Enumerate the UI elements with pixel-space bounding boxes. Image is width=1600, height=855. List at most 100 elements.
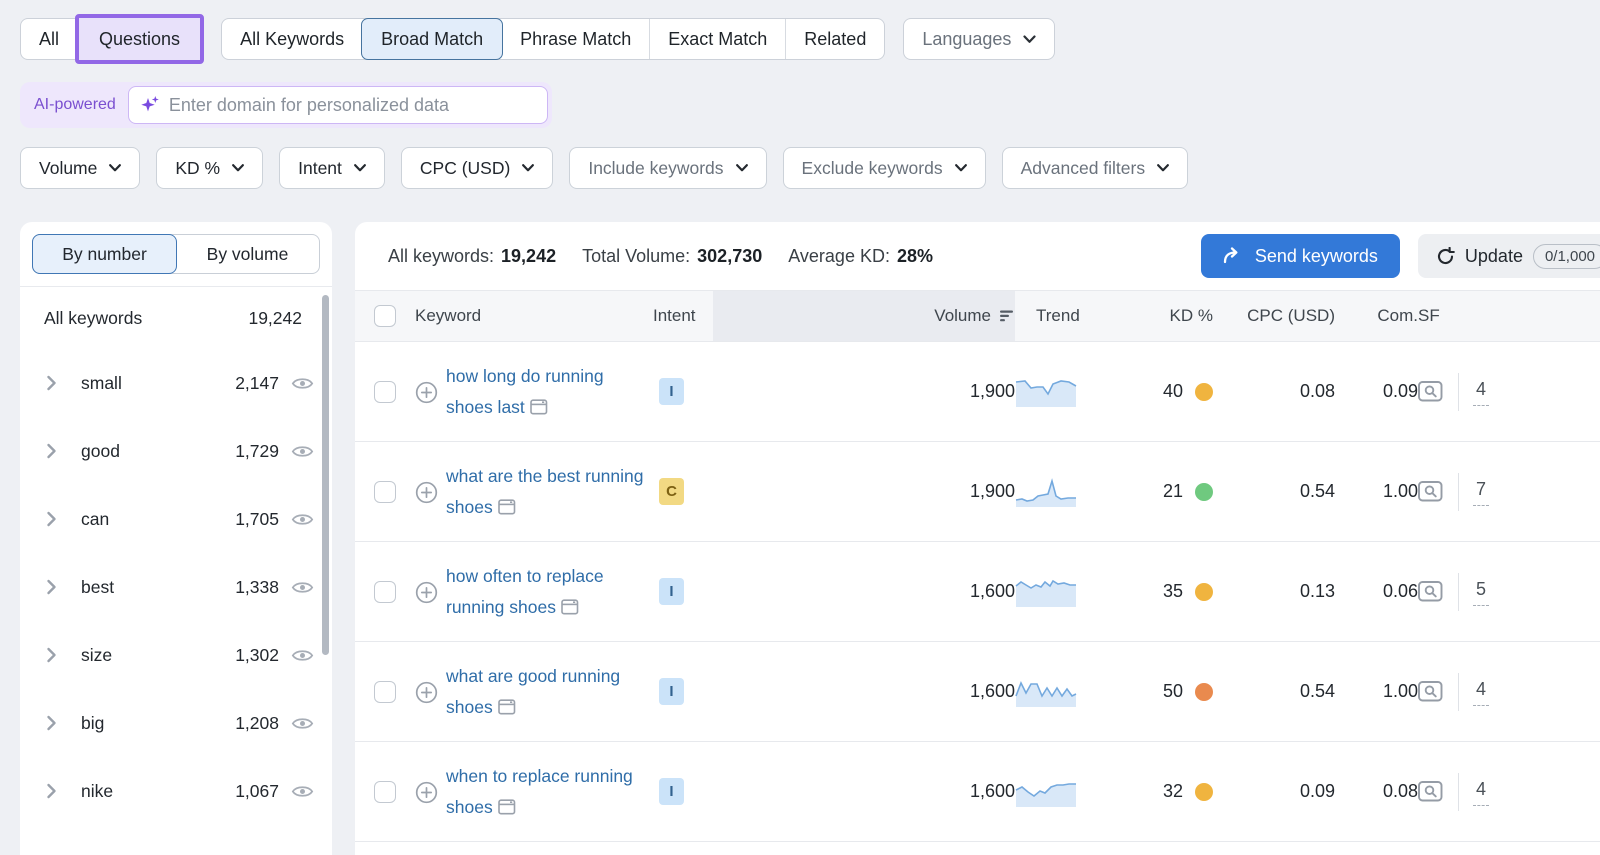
add-to-list-icon[interactable] [415,581,438,604]
add-to-list-icon[interactable] [415,381,438,404]
expand-chevron-icon[interactable] [46,511,57,527]
expand-chevron-icon[interactable] [46,715,57,731]
serp-preview-icon[interactable] [1418,581,1443,602]
sf-count[interactable]: 4 [1473,777,1490,806]
intent-badge[interactable]: C [659,478,684,505]
keyword-groups-sidebar: By number By volume All keywords 19,242 … [20,222,332,855]
serp-page-icon[interactable] [497,798,516,815]
eye-icon[interactable] [291,648,314,663]
serp-page-icon[interactable] [497,698,516,715]
send-keywords-button[interactable]: Send keywords [1200,234,1400,278]
expand-chevron-icon[interactable] [46,783,57,799]
chevron-down-icon [354,164,366,172]
tab-all[interactable]: All [21,19,77,59]
tab-all-keywords[interactable]: All Keywords [222,19,362,59]
column-header-intent[interactable]: Intent [653,306,696,325]
expand-chevron-icon[interactable] [46,443,57,459]
sidebar-scrollbar[interactable] [322,295,329,655]
sidebar-all-keywords-row[interactable]: All keywords 19,242 [20,287,332,349]
serp-preview-icon[interactable] [1418,681,1443,702]
filter-exclude-keywords[interactable]: Exclude keywords [782,147,986,189]
sf-count[interactable]: 7 [1473,477,1490,506]
eye-icon[interactable] [291,376,314,391]
column-header-com[interactable]: Com. [1377,306,1418,325]
filter-advanced[interactable]: Advanced filters [1001,147,1189,189]
update-button[interactable]: Update 0/1,000 [1417,234,1600,278]
tab-related[interactable]: Related [785,19,884,59]
expand-chevron-icon[interactable] [46,647,57,663]
group-term: nike [81,780,114,801]
serp-preview-icon[interactable] [1418,381,1443,402]
serp-page-icon[interactable] [561,598,579,615]
filter-include-keywords[interactable]: Include keywords [569,147,767,189]
sidebar-group-item[interactable]: big 1,208 [20,689,332,757]
trend-sparkline [1015,379,1077,407]
column-header-cpc[interactable]: CPC (USD) [1247,306,1335,325]
languages-dropdown[interactable]: Languages [903,18,1056,60]
sidebar-group-item[interactable]: can 1,705 [20,485,332,553]
intent-badge[interactable]: I [659,378,684,405]
sidebar-group-item[interactable]: nike 1,067 [20,757,332,825]
row-checkbox[interactable] [374,380,396,403]
row-checkbox[interactable] [374,580,396,603]
column-header-kd[interactable]: KD % [1169,306,1213,325]
keyword-link[interactable]: how often to replace running shoes [446,565,604,617]
add-to-list-icon[interactable] [415,681,438,704]
row-checkbox[interactable] [374,680,396,703]
volume-value: 1,600 [969,781,1015,801]
tab-questions[interactable]: Questions [75,14,205,64]
filter-volume[interactable]: Volume [20,147,141,189]
intent-badge[interactable]: I [659,578,684,605]
domain-input[interactable] [168,94,537,116]
filter-intent[interactable]: Intent [279,147,385,189]
serp-page-icon[interactable] [497,498,516,515]
row-checkbox[interactable] [374,480,396,503]
sidebar-group-item[interactable]: good 1,729 [20,417,332,485]
kd-difficulty-dot [1195,782,1213,801]
group-count: 1,067 [235,780,279,801]
column-header-trend[interactable]: Trend [1036,306,1080,325]
column-header-volume[interactable]: Volume [713,291,1015,341]
filter-kd[interactable]: KD % [156,147,264,189]
divider [20,286,332,287]
tab-phrase-match[interactable]: Phrase Match [502,19,649,59]
expand-chevron-icon[interactable] [46,579,57,595]
sf-count[interactable]: 4 [1473,677,1490,706]
tab-exact-match[interactable]: Exact Match [649,19,785,59]
keyword-link[interactable]: what are good running shoes [446,665,621,717]
sf-count[interactable]: 4 [1473,377,1490,406]
filter-cpc[interactable]: CPC (USD) [400,147,554,189]
group-term: big [81,712,105,733]
intent-badge[interactable]: I [659,778,684,805]
add-to-list-icon[interactable] [415,481,438,504]
select-all-checkbox[interactable] [374,305,396,327]
intent-badge[interactable]: I [659,678,684,705]
toggle-by-volume[interactable]: By volume [176,235,319,273]
sidebar-group-item[interactable]: size 1,302 [20,621,332,689]
column-header-sf[interactable]: SF [1418,306,1440,325]
serp-preview-icon[interactable] [1418,781,1443,802]
eye-icon[interactable] [291,512,314,527]
sidebar-group-item[interactable]: small 2,147 [20,349,332,417]
keyword-link[interactable]: when to replace running shoes [446,765,633,817]
column-header-keyword[interactable]: Keyword [415,306,482,325]
serp-page-icon[interactable] [529,398,548,415]
keyword-link[interactable]: what are the best running shoes [446,465,644,517]
keyword-link[interactable]: how long do running shoes last [446,365,604,417]
tab-broad-match[interactable]: Broad Match [361,18,504,60]
add-to-list-icon[interactable] [415,781,438,804]
sf-count[interactable]: 5 [1473,577,1490,606]
expand-chevron-icon[interactable] [46,375,57,391]
sidebar-group-item[interactable]: best 1,338 [20,553,332,621]
kd-value: 40 [1162,381,1183,401]
eye-icon[interactable] [291,580,314,595]
kd-value: 35 [1162,581,1183,601]
eye-icon[interactable] [291,716,314,731]
row-checkbox[interactable] [374,780,396,803]
group-count: 1,302 [235,644,279,665]
serp-preview-icon[interactable] [1418,481,1443,502]
toggle-by-number[interactable]: By number [32,234,177,274]
eye-icon[interactable] [291,444,314,459]
eye-icon[interactable] [291,784,314,799]
